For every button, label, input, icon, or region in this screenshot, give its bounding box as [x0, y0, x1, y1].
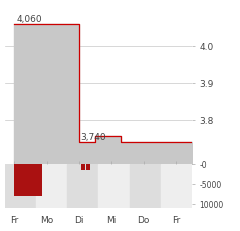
Bar [81, 164, 84, 170]
Bar [5, 164, 36, 208]
Bar [67, 164, 98, 208]
Text: 3,740: 3,740 [81, 132, 106, 141]
Bar [86, 164, 90, 170]
Bar [36, 164, 67, 208]
Bar [161, 164, 192, 208]
Bar [14, 164, 42, 196]
Bar [98, 164, 130, 208]
Text: 4,060: 4,060 [16, 15, 42, 24]
Bar [130, 164, 161, 208]
